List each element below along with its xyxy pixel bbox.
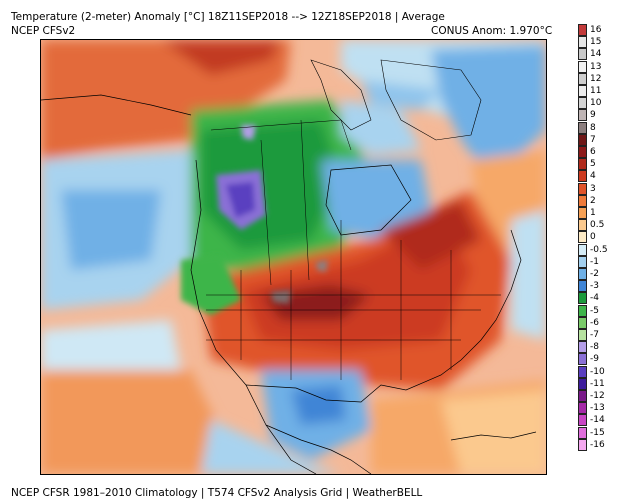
legend-tick-label: 8 xyxy=(590,122,596,133)
legend-tick-label: 6 xyxy=(590,147,596,157)
legend-swatch xyxy=(578,390,587,402)
legend-tick-label: -1 xyxy=(590,256,599,267)
legend-swatch xyxy=(578,121,587,134)
legend-tick-label: 16 xyxy=(590,25,602,35)
legend-swatch xyxy=(578,36,587,49)
map-title: Temperature (2-meter) Anomaly [°C] 18Z11… xyxy=(11,11,445,23)
legend-swatch xyxy=(578,255,587,268)
legend-tick-label: -9 xyxy=(590,354,599,365)
legend-swatch xyxy=(578,48,587,61)
legend-tick-label: 10 xyxy=(590,98,602,109)
legend-tick-label: 1 xyxy=(590,208,596,218)
legend-swatch xyxy=(578,109,587,122)
legend-swatch xyxy=(578,414,587,427)
conus-anomaly: CONUS Anom: 1.970°C xyxy=(431,25,553,37)
footer-credits: NCEP CFSR 1981–2010 Climatology | T574 C… xyxy=(11,487,423,499)
legend-swatch xyxy=(578,85,587,97)
legend-swatch xyxy=(578,329,587,341)
legend-tick-label: 14 xyxy=(590,49,602,60)
legend-swatch xyxy=(578,316,587,329)
legend-swatch xyxy=(578,268,587,280)
legend-swatch xyxy=(578,146,587,158)
legend-tick-label: 15 xyxy=(590,37,602,48)
legend-tick-label: 0 xyxy=(590,232,596,243)
legend-swatch xyxy=(578,219,587,232)
legend-tick-label: -2 xyxy=(590,269,599,279)
legend-swatch xyxy=(578,402,587,415)
legend-swatch xyxy=(578,207,587,219)
legend-tick-label: -15 xyxy=(590,427,605,438)
legend-swatch xyxy=(578,60,587,73)
legend-tick-label: 3 xyxy=(590,183,596,194)
color-scale-legend: 16 15 14 13 12 11 10 9 8 7 6 5 4 3 2 1 0.5 0 -0.5 -1 -2 -3 -4-… xyxy=(578,24,628,474)
legend-tick-label: 5 xyxy=(590,159,596,170)
legend-tick-label: 12 xyxy=(590,73,602,84)
legend-tick-label: -13 xyxy=(590,403,605,414)
legend-tick-label: 4 xyxy=(590,171,596,182)
legend-swatch xyxy=(578,353,587,366)
legend-tick-label: -10 xyxy=(590,366,605,377)
legend-swatch xyxy=(578,231,587,244)
legend-tick-label: 13 xyxy=(590,61,602,72)
legend-tick-label: -0.5 xyxy=(590,244,608,255)
legend-swatch xyxy=(578,170,587,183)
legend-tick-label: -3 xyxy=(590,281,599,292)
legend-swatch xyxy=(578,24,587,36)
legend-tick-label: -5 xyxy=(590,305,599,316)
legend-swatch xyxy=(578,377,587,390)
legend-swatch xyxy=(578,194,587,207)
legend-swatch xyxy=(578,365,587,378)
legend-swatch xyxy=(578,280,587,293)
legend-tick-label: 9 xyxy=(590,110,596,121)
legend-tick-label: 2 xyxy=(590,195,596,206)
legend-tick-label: -7 xyxy=(590,330,599,340)
legend-swatch xyxy=(578,182,587,195)
legend-swatch xyxy=(578,97,587,110)
legend-tick-label: -4 xyxy=(590,293,599,304)
legend-swatch xyxy=(578,72,587,85)
legend-tick-label: -11 xyxy=(590,378,605,389)
legend-tick-label: -12 xyxy=(590,391,605,401)
legend-swatch xyxy=(578,292,587,305)
legend-tick-label: -6 xyxy=(590,317,599,328)
legend-swatch xyxy=(578,426,587,439)
legend-tick-label: 11 xyxy=(590,86,602,96)
legend-swatch xyxy=(578,304,587,317)
legend-swatch xyxy=(578,243,587,256)
legend-tick-label: -16 xyxy=(590,439,605,450)
legend-tick-label: 7 xyxy=(590,134,596,145)
legend-swatch xyxy=(578,133,587,146)
legend-tick-label: 0.5 xyxy=(590,220,605,231)
legend-tick-label: -8 xyxy=(590,342,599,353)
legend-swatch xyxy=(578,438,587,451)
legend-swatch xyxy=(578,158,587,171)
model-name: NCEP CFSv2 xyxy=(11,25,76,37)
legend-swatch xyxy=(578,341,587,354)
anomaly-map xyxy=(40,39,547,475)
legend-tick-label: -14 xyxy=(590,415,605,426)
